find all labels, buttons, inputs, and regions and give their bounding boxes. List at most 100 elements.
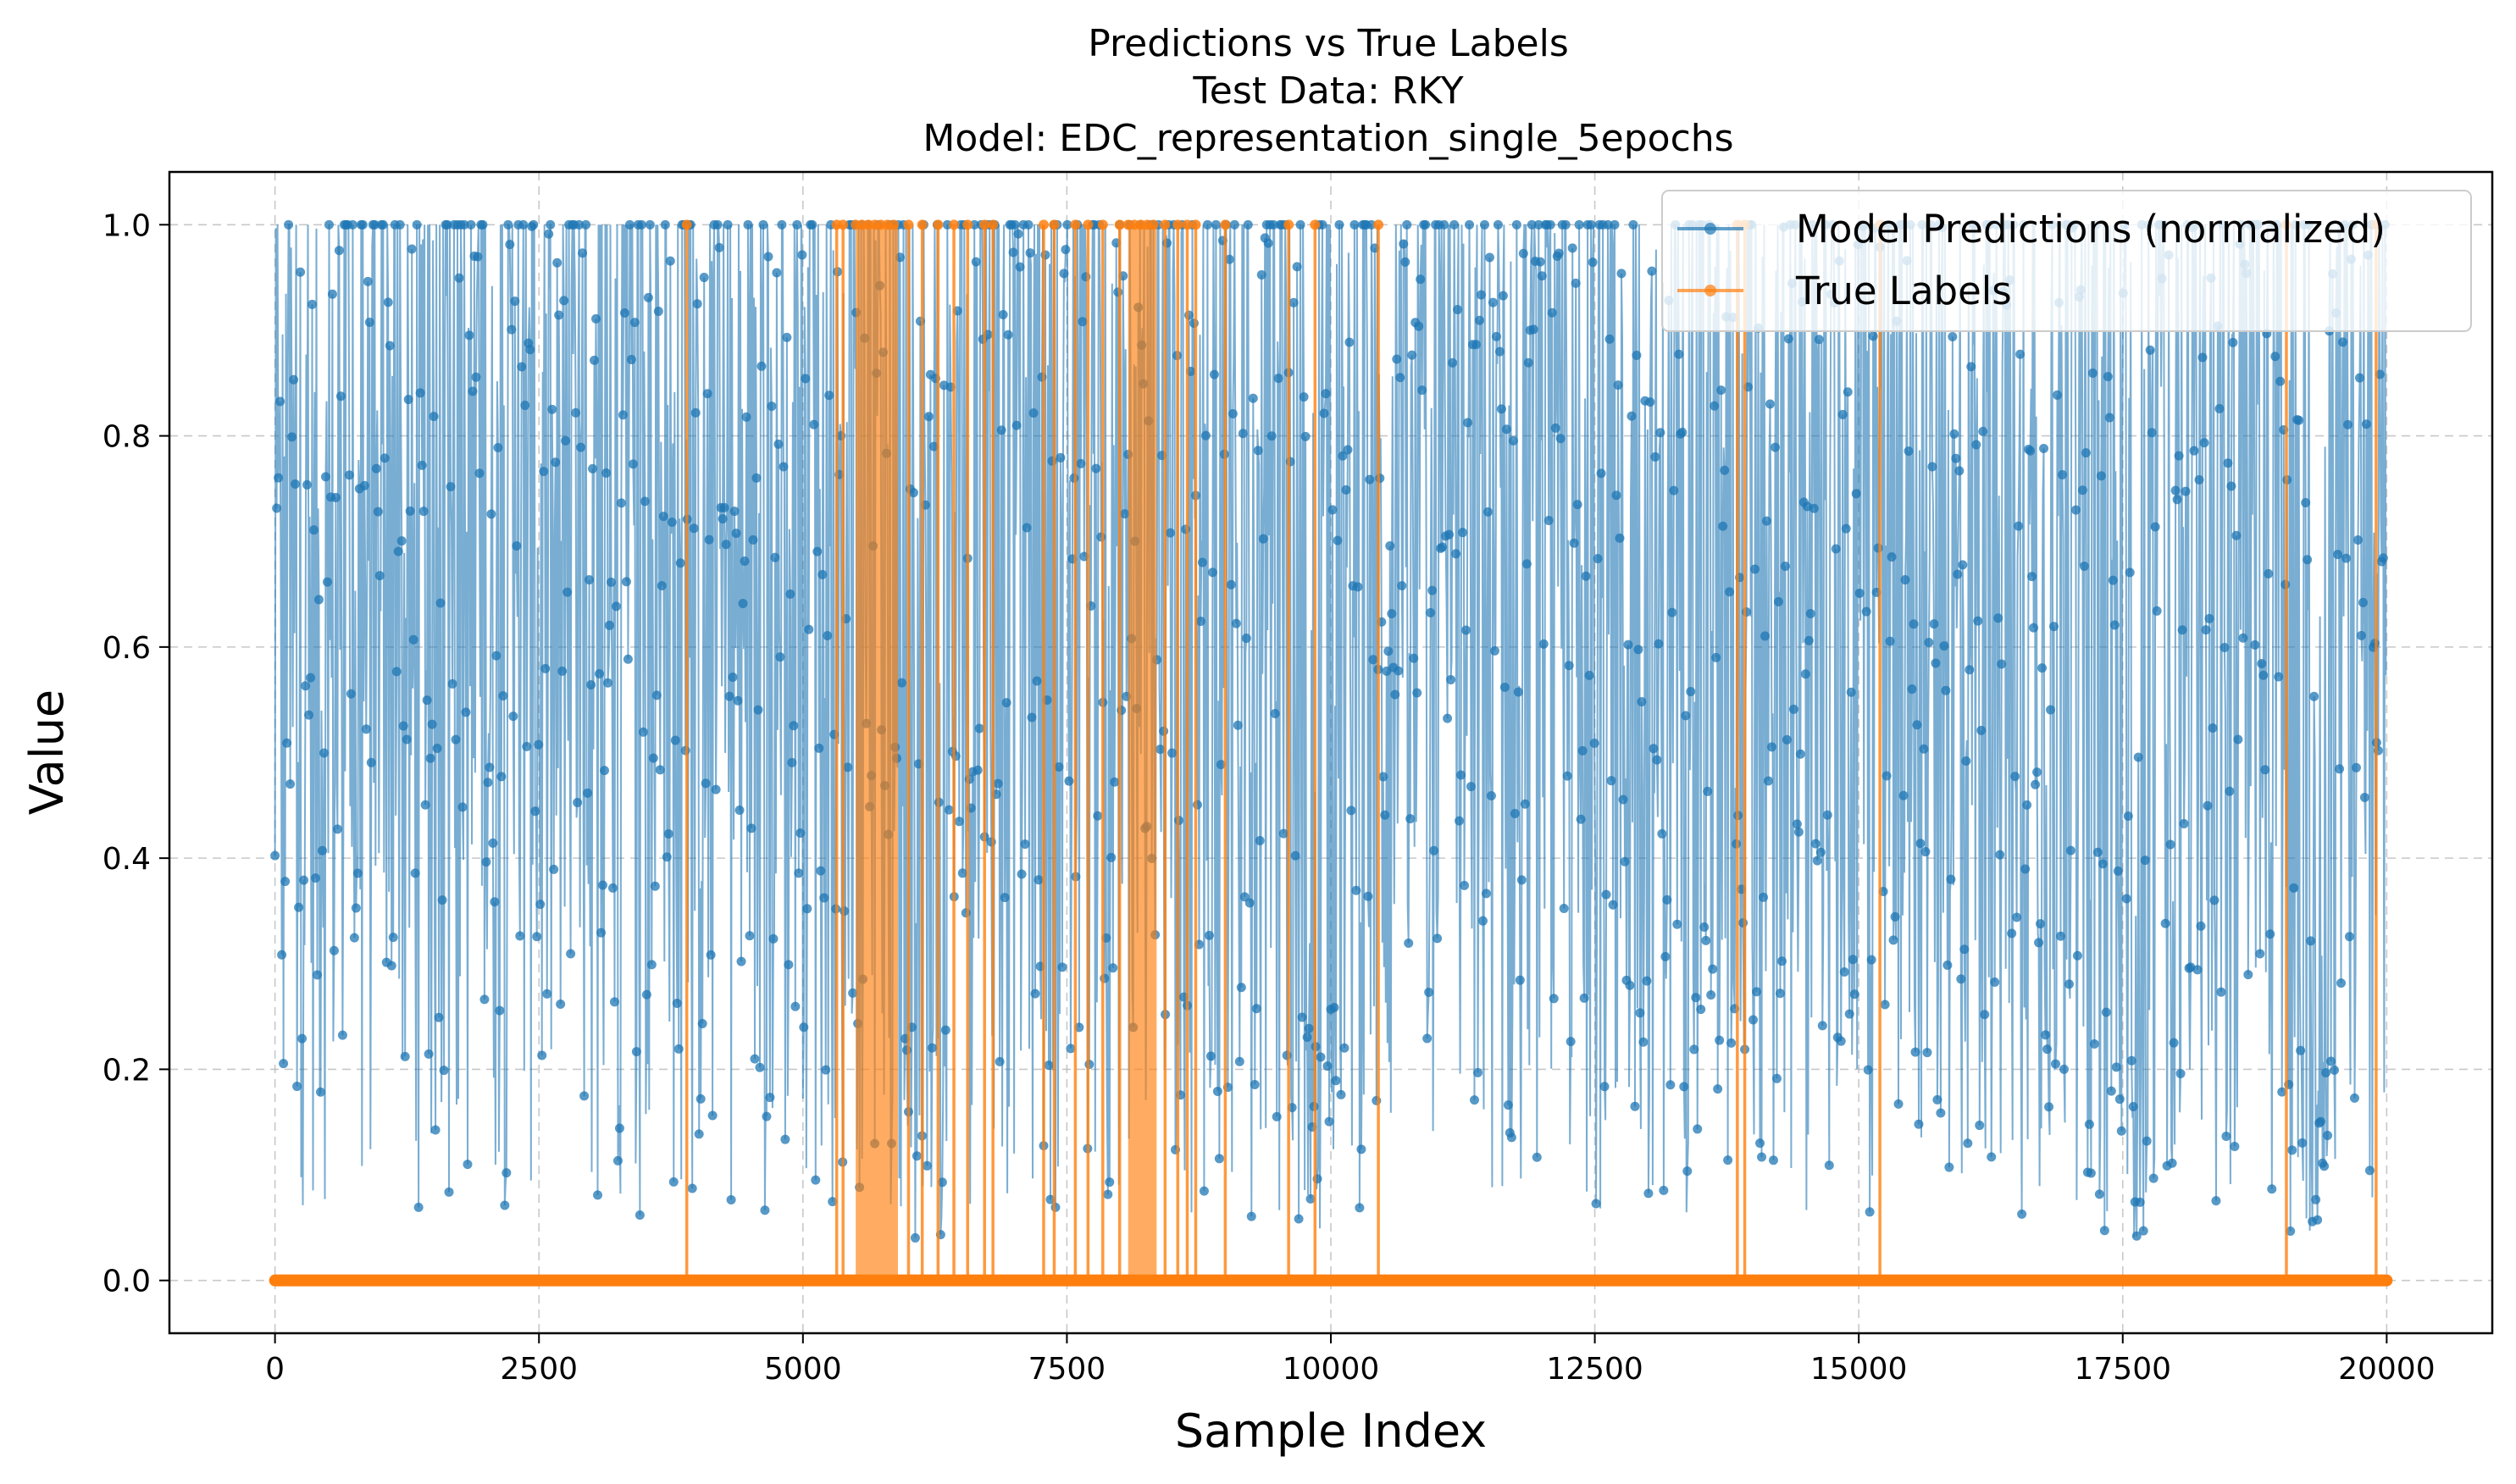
prediction-point [415, 388, 425, 398]
prediction-point [650, 881, 660, 891]
prediction-point [1017, 869, 1027, 879]
prediction-point [1278, 828, 1288, 839]
prediction-point [653, 307, 663, 317]
true-label-point [1220, 219, 1231, 230]
prediction-point [971, 257, 981, 267]
true-label-point [988, 219, 999, 230]
prediction-point [957, 868, 967, 878]
prediction-point [1461, 625, 1471, 635]
prediction-point [444, 1187, 454, 1197]
prediction-point [1759, 892, 1769, 902]
prediction-point [604, 620, 614, 630]
prediction-point [635, 1210, 645, 1221]
prediction-point [1572, 500, 1582, 510]
prediction-point [2274, 672, 2284, 682]
prediction-point [310, 873, 320, 883]
prediction-point [1317, 219, 1327, 230]
prediction-point [1528, 324, 1538, 335]
prediction-point [486, 509, 496, 519]
prediction-point [2333, 550, 2343, 560]
prediction-point [532, 932, 542, 942]
prediction-point [1780, 561, 1790, 571]
prediction-point [912, 1151, 922, 1161]
prediction-point [2323, 1131, 2333, 1141]
prediction-point [1295, 219, 1305, 230]
prediction-point [559, 296, 569, 306]
prediction-point [1444, 529, 1455, 540]
prediction-point [723, 219, 733, 230]
prediction-point [636, 219, 646, 230]
prediction-point [590, 355, 600, 365]
prediction-point [1321, 389, 1331, 399]
prediction-point [706, 950, 716, 960]
prediction-point [1003, 329, 1013, 340]
prediction-point [1693, 1124, 1703, 1134]
prediction-point [571, 407, 581, 418]
prediction-point [1460, 880, 1470, 890]
prediction-point [2052, 390, 2062, 400]
prediction-point [655, 765, 665, 775]
prediction-point [2356, 630, 2366, 640]
prediction-point [1898, 790, 1909, 800]
legend: Model Predictions (normalized) True Labe… [1661, 190, 2472, 332]
prediction-point [2265, 929, 2275, 939]
prediction-point [1496, 404, 1506, 414]
prediction-point [1011, 420, 1022, 430]
prediction-point [823, 630, 833, 640]
prediction-point [485, 762, 495, 772]
prediction-point [779, 462, 789, 472]
prediction-point [2042, 1044, 2053, 1055]
prediction-point [1166, 528, 1176, 538]
prediction-point [1331, 1076, 1341, 1086]
prediction-point [1822, 810, 1832, 820]
prediction-point [1034, 875, 1044, 885]
prediction-point [274, 473, 284, 483]
prediction-point [420, 800, 430, 810]
prediction-point [614, 1123, 624, 1133]
prediction-point [491, 651, 502, 661]
prediction-point [1392, 354, 1402, 364]
prediction-point [1849, 989, 1859, 999]
prediction-point [1316, 1052, 1326, 1062]
prediction-point [418, 507, 429, 517]
x-tick-label: 0 [265, 1352, 285, 1387]
prediction-point [380, 453, 390, 463]
prediction-point [1404, 938, 1414, 948]
prediction-point [746, 823, 756, 833]
prediction-point [2221, 1131, 2231, 1141]
prediction-point [1409, 653, 1419, 663]
prediction-point [910, 1232, 920, 1243]
prediction-point [1555, 434, 1566, 444]
prediction-point [2258, 670, 2269, 680]
prediction-point [2313, 1215, 2323, 1225]
prediction-point [312, 970, 322, 980]
prediction-point [299, 875, 309, 885]
prediction-point [2223, 458, 2233, 468]
prediction-point [619, 307, 629, 318]
prediction-point [1510, 809, 1520, 819]
y-axis-ticks: 0.0 0.2 0.4 0.6 0.8 1.0 [103, 208, 169, 1299]
prediction-point [750, 1054, 760, 1064]
prediction-point [383, 297, 393, 307]
prediction-point [2228, 337, 2238, 347]
prediction-point [641, 989, 651, 999]
prediction-point [797, 250, 807, 260]
prediction-point [549, 864, 559, 874]
prediction-point [2109, 620, 2120, 630]
x-tick-label: 20000 [2338, 1352, 2436, 1387]
prediction-point [1995, 850, 2005, 860]
true-label-point [681, 219, 692, 230]
prediction-point [1008, 247, 1018, 257]
prediction-point [1329, 1002, 1339, 1012]
prediction-point [2201, 625, 2211, 635]
prediction-point [1904, 446, 1914, 457]
prediction-point [1958, 560, 1968, 570]
prediction-point [2230, 1142, 2240, 1152]
prediction-point [1793, 827, 1804, 837]
prediction-point [2243, 970, 2253, 980]
prediction-point [1577, 745, 1588, 756]
prediction-point [2079, 561, 2089, 571]
prediction-point [391, 667, 402, 677]
prediction-point [346, 689, 356, 699]
prediction-point [1400, 257, 1410, 267]
